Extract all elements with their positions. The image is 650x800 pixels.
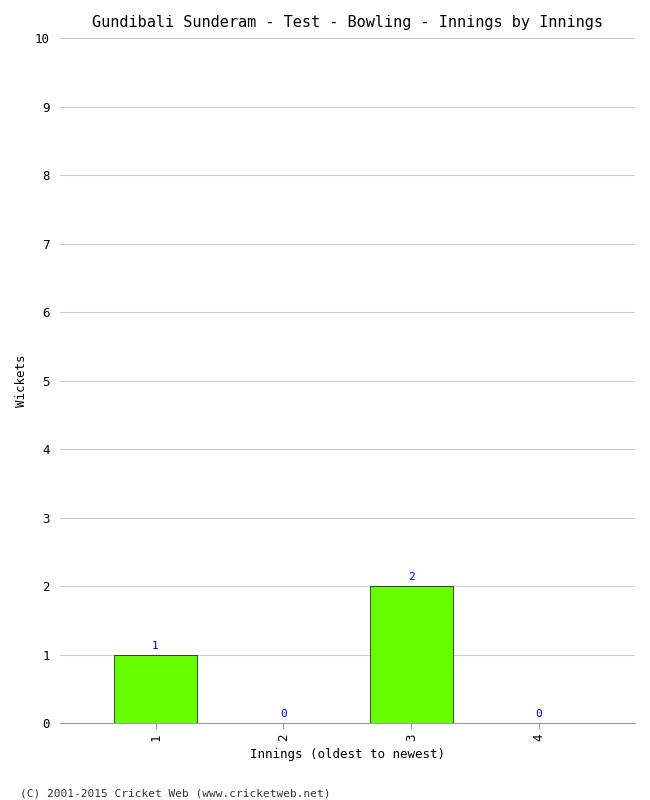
X-axis label: Innings (oldest to newest): Innings (oldest to newest) xyxy=(250,748,445,761)
Text: 0: 0 xyxy=(536,709,543,719)
Text: 1: 1 xyxy=(152,641,159,650)
Text: (C) 2001-2015 Cricket Web (www.cricketweb.net): (C) 2001-2015 Cricket Web (www.cricketwe… xyxy=(20,788,330,798)
Y-axis label: Wickets: Wickets xyxy=(15,354,28,407)
Bar xyxy=(114,654,197,723)
Bar xyxy=(370,586,453,723)
Text: 0: 0 xyxy=(280,709,287,719)
Text: 2: 2 xyxy=(408,572,415,582)
Title: Gundibali Sunderam - Test - Bowling - Innings by Innings: Gundibali Sunderam - Test - Bowling - In… xyxy=(92,15,603,30)
